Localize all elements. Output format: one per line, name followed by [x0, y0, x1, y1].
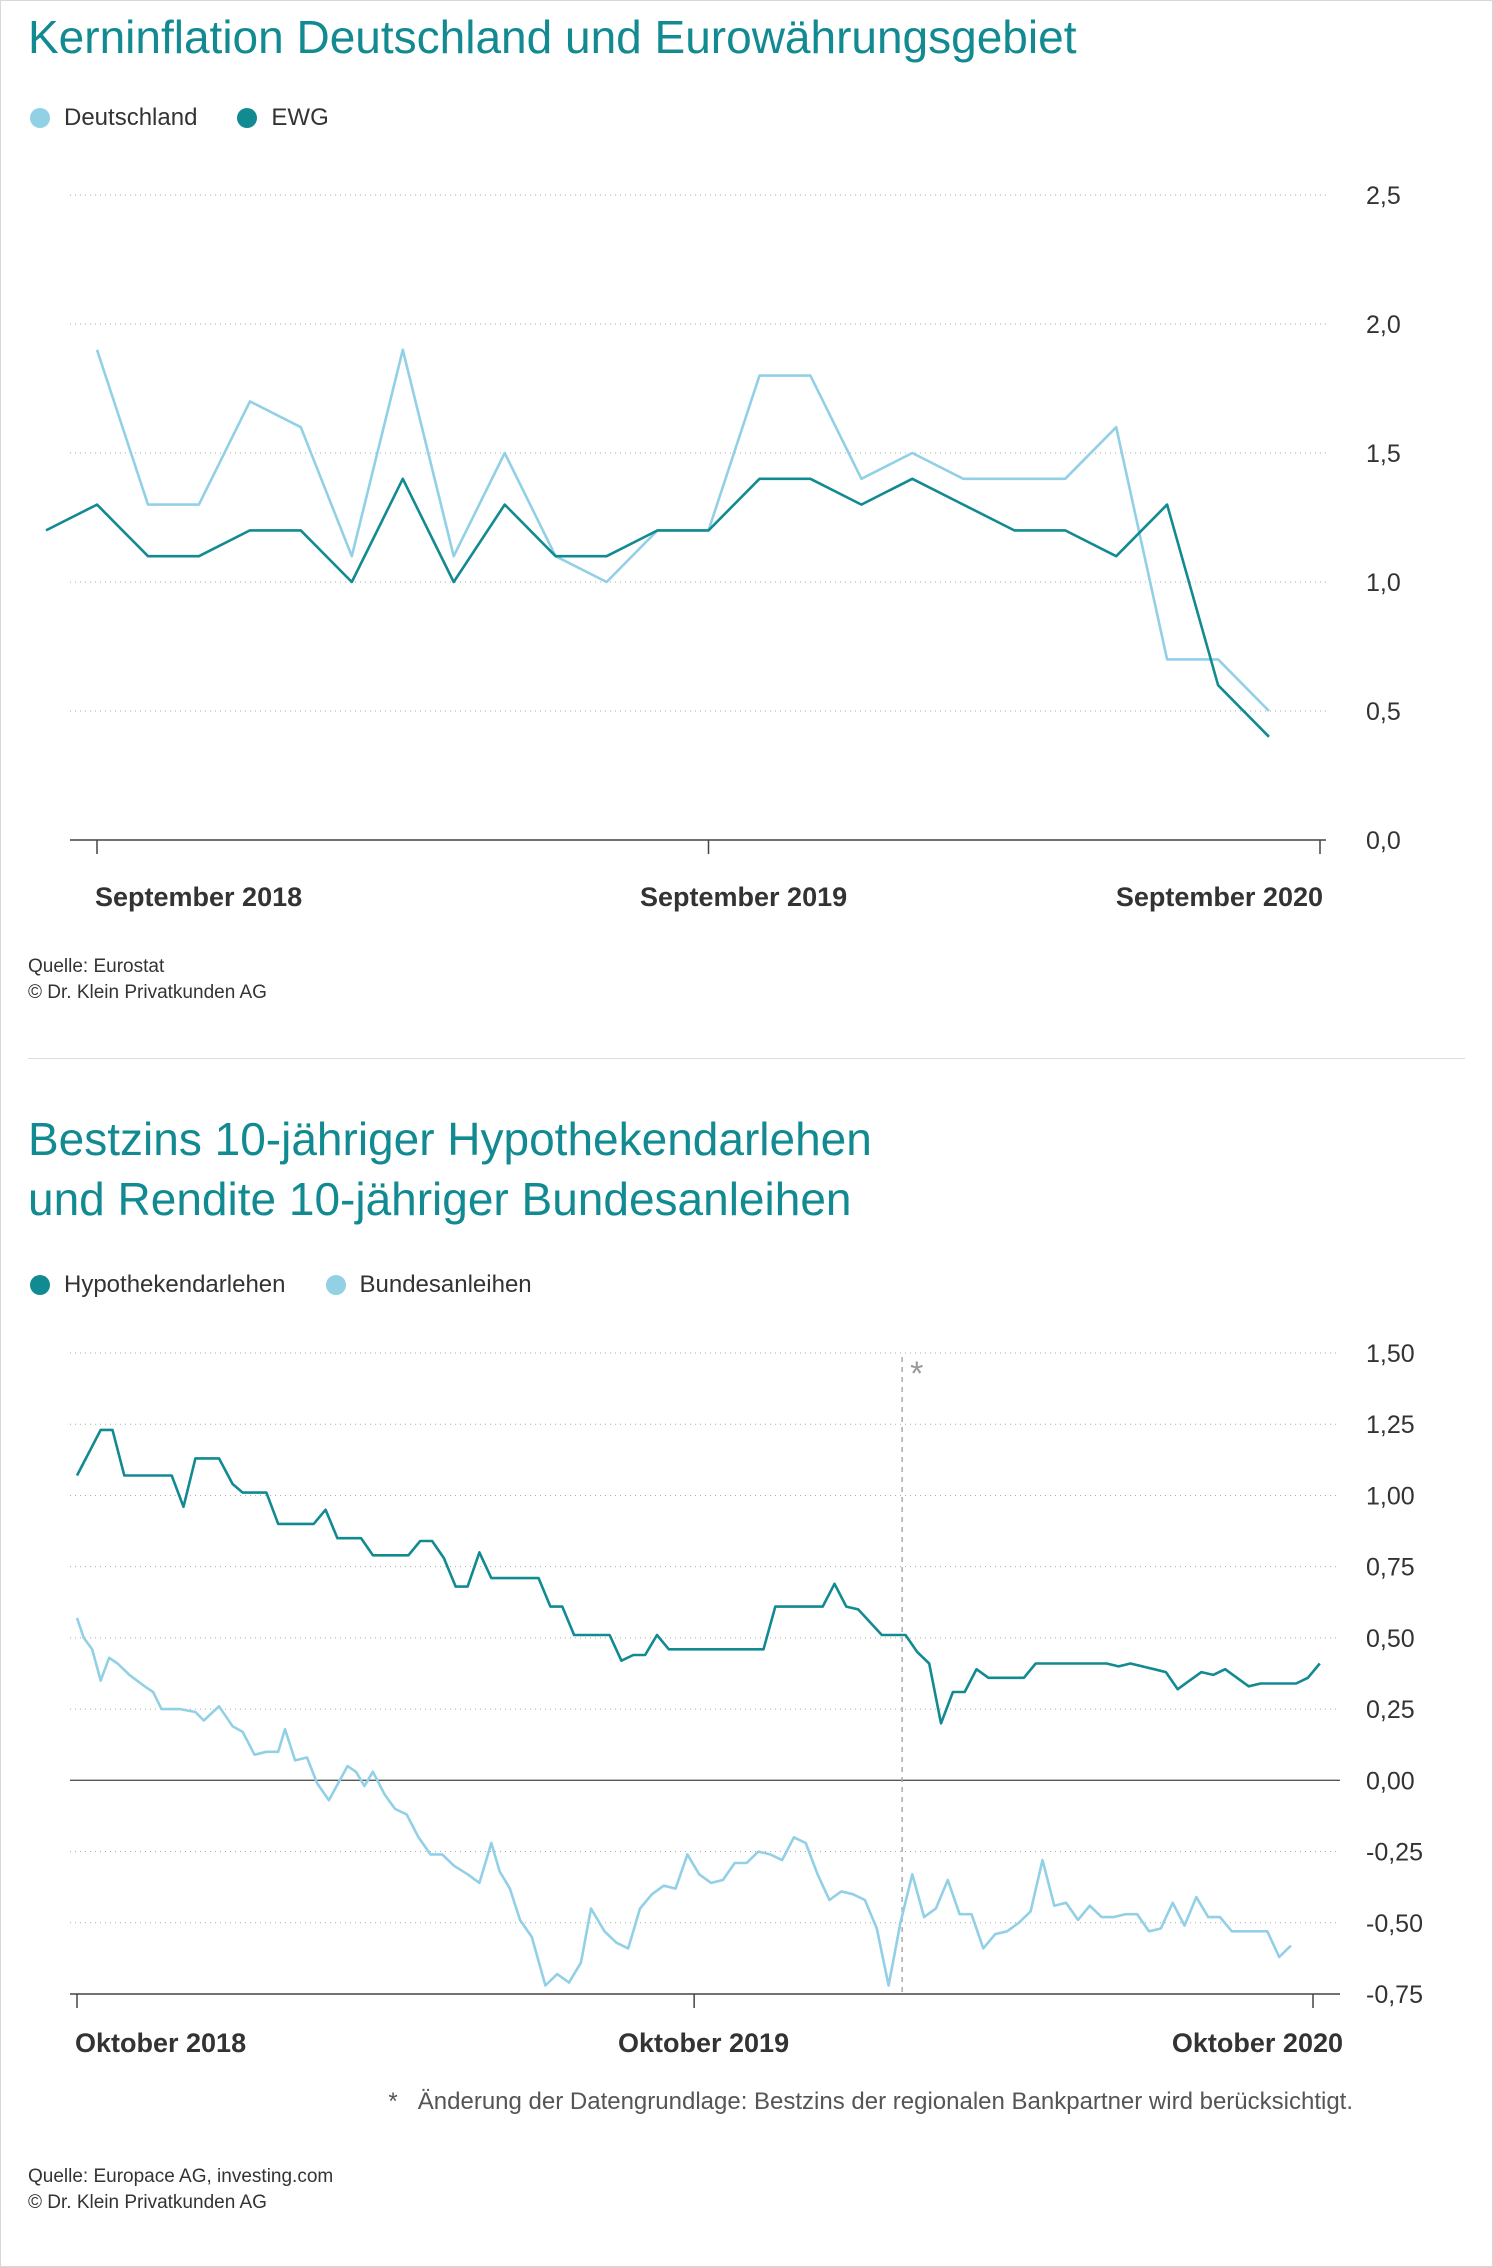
y-tick-label: 0,25: [1366, 1696, 1415, 1724]
chart1-title: Kerninflation Deutschland und Eurowährun…: [28, 11, 1077, 63]
series-line-hypothekendarlehen: [75, 1428, 1321, 1725]
x-tick-label: September 2020: [1116, 882, 1323, 912]
legend-label-hypothekendarlehen: Hypothekendarlehen: [64, 1271, 286, 1298]
y-tick-label: 1,5: [1366, 440, 1401, 468]
legend-dot-ewg: [237, 108, 258, 128]
chart1-legend: Deutschland EWG: [30, 104, 329, 132]
x-tick-label: September 2019: [640, 882, 847, 912]
chart1-source: Quelle: Eurostat © Dr. Klein Privatkunde…: [28, 954, 267, 1006]
y-tick-label: 2,0: [1366, 311, 1401, 339]
series-line-bundesanleihen: [75, 1617, 1292, 1987]
chart2-source: Quelle: Europace AG, investing.com © Dr.…: [28, 2164, 333, 2216]
x-tick-label: Oktober 2019: [618, 2028, 789, 2058]
chart2-copyright-line: © Dr. Klein Privatkunden AG: [28, 2192, 267, 2213]
chart1-plot: 0,0 0,5 1,0 1,5 2,0 2,5 September 2018 Septembe…: [45, 182, 1401, 912]
y-tick-label: 1,00: [1366, 1482, 1415, 1510]
legend-dot-bundesanleihen: [325, 1275, 346, 1295]
chart2-footnote: * Änderung der Datengrundlage: Bestzins …: [388, 2088, 1353, 2116]
y-tick-label: 0,50: [1366, 1625, 1415, 1653]
series-line-ewg: [45, 477, 1270, 738]
legend-item-deutschland: Deutschland: [30, 104, 197, 132]
chart2-legend: Hypothekendarlehen Bundesanleihen: [30, 1271, 532, 1299]
y-tick-label: -0,25: [1366, 1839, 1423, 1867]
section-divider: [28, 1058, 1465, 1059]
x-tick-label: September 2018: [95, 882, 302, 912]
y-tick-label: 1,0: [1366, 569, 1401, 597]
legend-label-deutschland: Deutschland: [64, 104, 198, 131]
legend-label-ewg: EWG: [271, 104, 329, 131]
legend-item-bundesanleihen: Bundesanleihen: [325, 1271, 532, 1299]
chart1-copyright-line: © Dr. Klein Privatkunden AG: [28, 982, 267, 1003]
y-tick-label: 0,0: [1366, 827, 1401, 855]
legend-label-bundesanleihen: Bundesanleihen: [359, 1271, 532, 1298]
y-tick-label: 2,5: [1366, 182, 1401, 210]
legend-dot-hypothekendarlehen: [30, 1275, 50, 1295]
chart2-source-line: Quelle: Europace AG, investing.com: [28, 2166, 334, 2187]
y-tick-label: -0,50: [1366, 1910, 1423, 1938]
chart1-source-line: Quelle: Eurostat: [28, 956, 165, 977]
legend-item-ewg: EWG: [237, 104, 329, 132]
y-tick-label: 0,00: [1366, 1767, 1415, 1795]
y-tick-label: -0,75: [1366, 1981, 1423, 2009]
y-tick-label: 0,75: [1366, 1554, 1415, 1582]
x-tick-label: Oktober 2020: [1172, 2028, 1343, 2058]
y-tick-label: 1,50: [1366, 1340, 1415, 1368]
y-tick-label: 0,5: [1366, 698, 1401, 726]
annotation-marker: *: [910, 1355, 923, 1393]
chart2-plot: -0,75 -0,50 -0,25 0,00 0,25 0,50 0,75 1,00 1,25 1…: [70, 1340, 1423, 2058]
footnote-marker: *: [388, 2088, 398, 2115]
chart2-title-line2: und Rendite 10-jähriger Bundesanleihen: [28, 1173, 852, 1225]
x-tick-label: Oktober 2018: [75, 2028, 246, 2058]
legend-dot-deutschland: [30, 108, 50, 128]
y-tick-label: 1,25: [1366, 1411, 1415, 1439]
footnote-text: Änderung der Datengrundlage: Bestzins de…: [417, 2088, 1353, 2115]
chart2-title-line1: Bestzins 10-jähriger Hypothekendarlehen: [28, 1113, 872, 1165]
legend-item-hypothekendarlehen: Hypothekendarlehen: [30, 1271, 286, 1299]
